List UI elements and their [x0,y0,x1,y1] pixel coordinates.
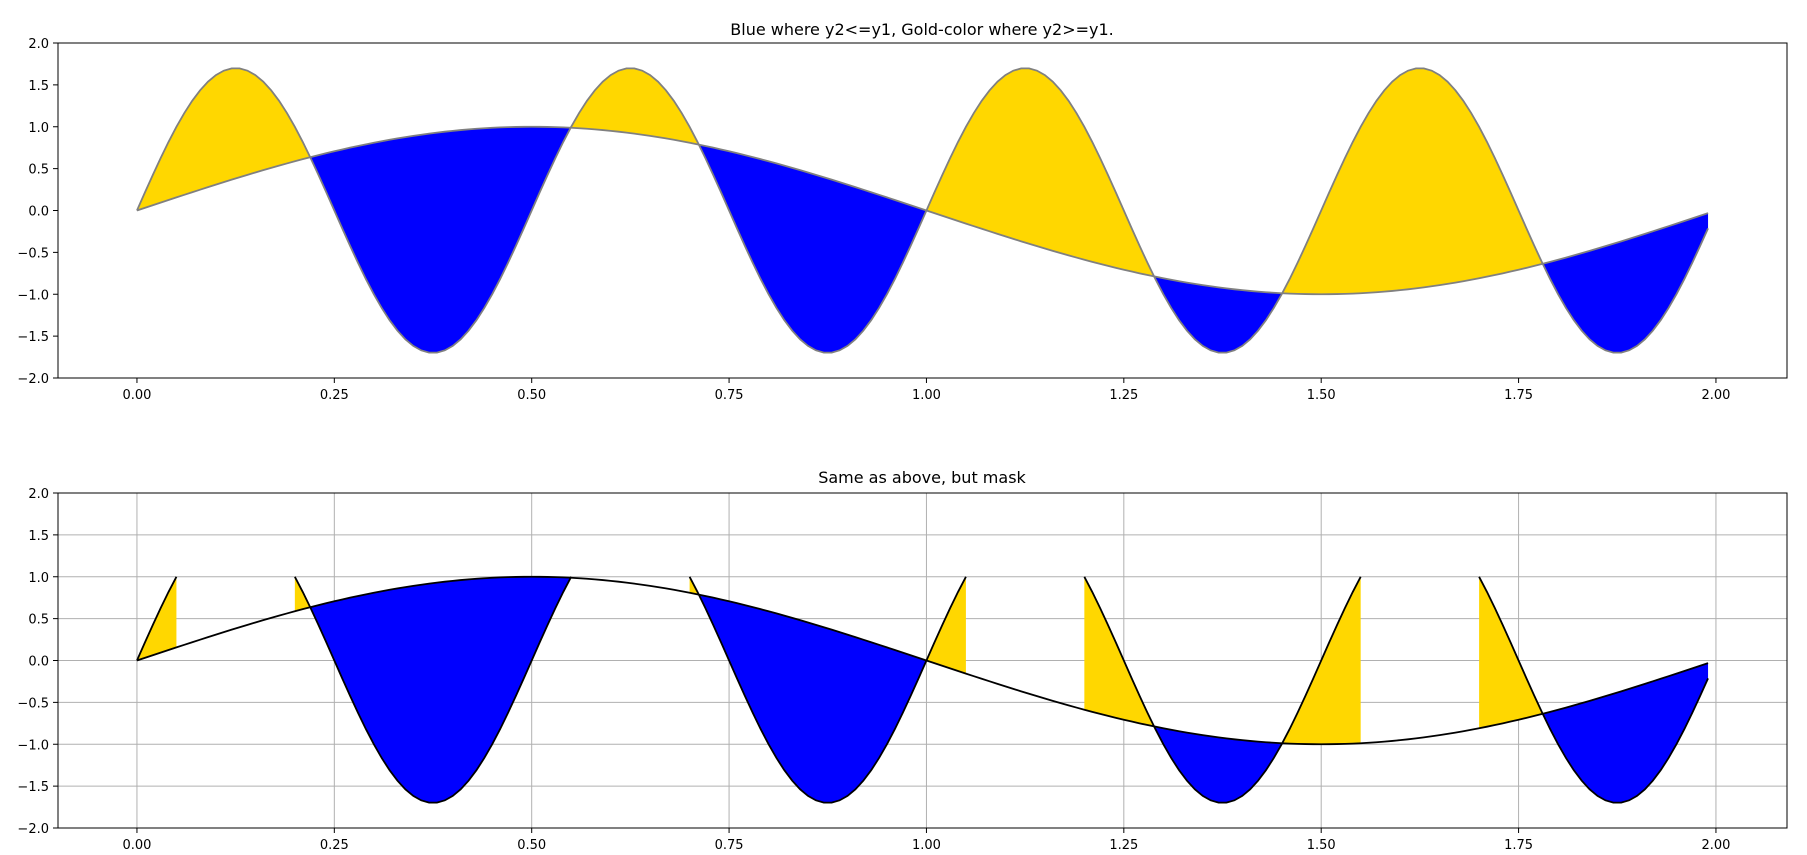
chart-title: Blue where y2<=y1, Gold-color where y2>=… [730,20,1113,39]
series-line-y1 [136,575,1709,746]
x-tick-label: 1.75 [1504,388,1533,403]
y-tick-label: −1.0 [17,738,49,753]
chart-title: Same as above, but mask [818,468,1026,487]
x-tick-label: 0.75 [715,838,744,853]
x-tick-label: 1.50 [1307,388,1336,403]
x-tick-label: 0.25 [320,388,349,403]
lines [136,575,1709,804]
x-tick-label: 0.25 [320,838,349,853]
y-tick-label: 0.5 [28,163,49,178]
series-line-y2 [136,67,1709,354]
blue-fill-region [1542,213,1709,353]
x-tick-label: 1.00 [912,388,941,403]
blue-fill-region [1542,663,1709,803]
y-tick-label: 1.5 [28,79,49,94]
gold-fill-region [1479,576,1543,729]
chart-panel-bottom: Same as above, but mask 0.00 0.25 0.50 0.75… [17,468,1788,853]
axis-ticks: 0.00 0.25 0.50 0.75 1.00 1.25 1.50 1.75 2.00 2.0 1… [17,37,1730,403]
y-tick-label: −1.5 [17,780,49,795]
y-tick-label: −1.0 [17,288,49,303]
gold-fill-region [926,68,1155,277]
gold-fill-region [926,576,966,674]
x-tick-label: 2.00 [1701,388,1730,403]
gold-fill-region [1282,68,1543,295]
series-line-y2 [136,576,1709,804]
x-tick-label: 1.00 [912,838,941,853]
y-tick-label: −2.0 [17,372,49,387]
blue-fill-region [1154,276,1283,353]
y-tick-label: 0.5 [28,613,49,628]
chart-panel-top: Blue where y2<=y1, Gold-color where y2>=… [17,20,1788,403]
series-line-y1 [136,125,1709,296]
axis-ticks: 0.00 0.25 0.50 0.75 1.00 1.25 1.50 1.75 2.00 2.0 1… [17,487,1730,853]
x-tick-label: 1.75 [1504,838,1533,853]
y-tick-label: 2.0 [28,37,49,52]
y-tick-label: −2.0 [17,822,49,837]
y-tick-label: −0.5 [17,696,49,711]
x-tick-label: 1.25 [1109,388,1138,403]
x-tick-label: 0.00 [122,838,151,853]
x-tick-label: 0.00 [122,388,151,403]
lines [136,67,1709,354]
gold-fill-region [136,68,311,211]
blue-fill-region [698,144,927,353]
blue-fill-region [1154,726,1283,803]
y-tick-label: 1.0 [28,121,49,136]
x-tick-label: 0.75 [715,388,744,403]
y-tick-label: 0.0 [28,205,49,220]
x-tick-label: 0.50 [517,838,546,853]
y-tick-label: 1.0 [28,571,49,586]
blue-fill-region [698,594,927,803]
fills [136,576,1709,803]
y-tick-label: 0.0 [28,655,49,670]
blue-fill-region [310,126,571,353]
gold-fill-region [570,68,699,145]
x-tick-label: 1.25 [1109,838,1138,853]
x-tick-label: 2.00 [1701,838,1730,853]
fills [136,68,1709,353]
y-tick-label: 2.0 [28,487,49,502]
y-tick-label: 1.5 [28,529,49,544]
y-tick-label: −0.5 [17,246,49,261]
y-tick-label: −1.5 [17,330,49,345]
x-tick-label: 1.50 [1307,838,1336,853]
x-tick-label: 0.50 [517,388,546,403]
